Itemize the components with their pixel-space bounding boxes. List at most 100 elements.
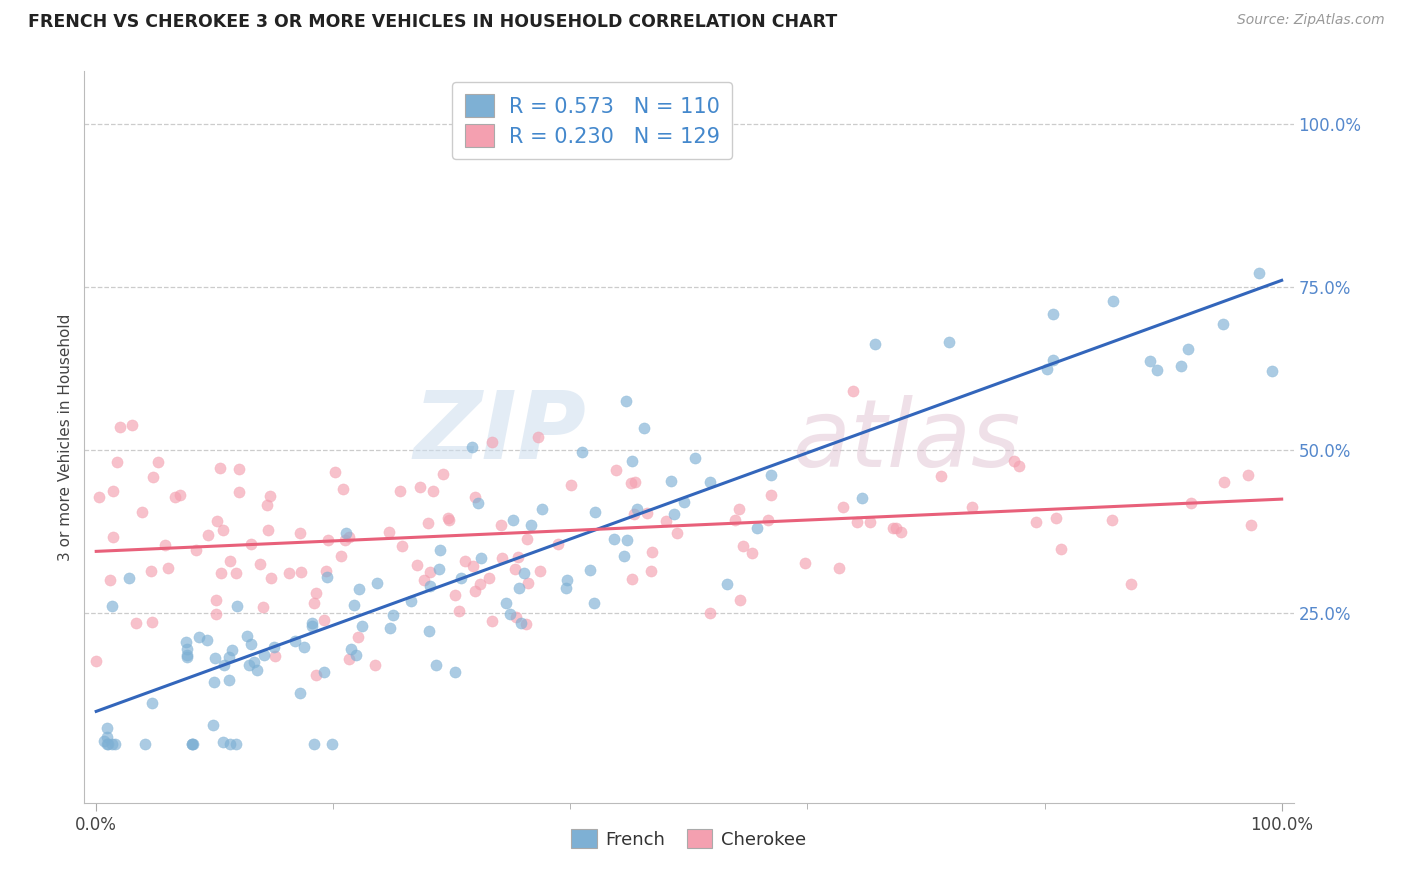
Point bbox=[1002, 453, 1025, 467]
Point bbox=[583, 506, 606, 520]
Point bbox=[163, 490, 186, 504]
Point bbox=[481, 434, 503, 449]
Point bbox=[101, 599, 124, 614]
Point bbox=[1237, 467, 1260, 482]
Point bbox=[366, 576, 388, 591]
Point bbox=[422, 483, 444, 498]
Point bbox=[517, 576, 540, 591]
Point bbox=[264, 648, 287, 663]
Point bbox=[305, 668, 328, 682]
Point bbox=[335, 526, 357, 541]
Point bbox=[228, 462, 250, 476]
Point bbox=[180, 737, 202, 751]
Point bbox=[759, 488, 782, 502]
Point bbox=[1102, 294, 1125, 309]
Point bbox=[453, 554, 475, 568]
Point bbox=[226, 599, 249, 613]
Point bbox=[259, 489, 281, 503]
Point bbox=[209, 566, 232, 581]
Point bbox=[257, 523, 280, 537]
Point bbox=[284, 633, 307, 648]
Point bbox=[146, 455, 169, 469]
Point bbox=[1212, 475, 1234, 489]
Point bbox=[101, 530, 124, 544]
Point bbox=[243, 655, 266, 669]
Point bbox=[339, 641, 361, 656]
Point bbox=[728, 502, 751, 516]
Point bbox=[125, 615, 148, 630]
Point bbox=[169, 488, 191, 502]
Point bbox=[464, 491, 486, 505]
Point bbox=[260, 571, 283, 585]
Point bbox=[1170, 359, 1192, 373]
Point bbox=[337, 651, 360, 665]
Point bbox=[613, 549, 636, 564]
Point bbox=[202, 718, 225, 732]
Point bbox=[794, 556, 817, 570]
Point bbox=[842, 384, 865, 398]
Point bbox=[508, 581, 530, 595]
Point bbox=[427, 562, 450, 576]
Point bbox=[605, 463, 627, 477]
Point bbox=[391, 539, 413, 553]
Point bbox=[134, 737, 156, 751]
Point bbox=[219, 554, 242, 568]
Point bbox=[141, 696, 163, 710]
Point bbox=[315, 570, 337, 584]
Point bbox=[461, 559, 484, 574]
Point bbox=[188, 630, 211, 644]
Point bbox=[343, 598, 366, 612]
Point bbox=[301, 619, 323, 633]
Point bbox=[321, 737, 343, 751]
Point bbox=[204, 607, 226, 622]
Point bbox=[142, 470, 165, 484]
Point bbox=[547, 537, 569, 551]
Point bbox=[316, 533, 339, 547]
Point bbox=[288, 686, 311, 700]
Point bbox=[305, 586, 328, 600]
Point bbox=[352, 618, 374, 632]
Point bbox=[98, 573, 121, 587]
Point bbox=[437, 513, 460, 527]
Point bbox=[413, 573, 436, 587]
Point bbox=[1177, 343, 1199, 357]
Point bbox=[447, 604, 470, 618]
Point bbox=[624, 475, 647, 489]
Point bbox=[104, 737, 127, 751]
Point bbox=[491, 550, 513, 565]
Point bbox=[699, 606, 721, 620]
Point bbox=[623, 507, 645, 521]
Point bbox=[228, 485, 250, 500]
Point bbox=[495, 596, 517, 610]
Point bbox=[184, 543, 207, 558]
Point bbox=[481, 614, 503, 628]
Point bbox=[1146, 362, 1168, 376]
Point bbox=[176, 634, 198, 648]
Point bbox=[832, 500, 855, 515]
Point bbox=[315, 564, 337, 578]
Point bbox=[1240, 517, 1263, 532]
Point bbox=[621, 572, 644, 586]
Point bbox=[659, 474, 682, 488]
Point bbox=[1050, 542, 1073, 557]
Text: Source: ZipAtlas.com: Source: ZipAtlas.com bbox=[1237, 13, 1385, 28]
Point bbox=[212, 658, 235, 673]
Point bbox=[141, 564, 163, 578]
Point bbox=[246, 663, 269, 677]
Point bbox=[204, 651, 226, 665]
Point bbox=[640, 564, 662, 578]
Point bbox=[520, 517, 543, 532]
Point bbox=[329, 549, 352, 563]
Point bbox=[529, 564, 551, 578]
Point bbox=[582, 595, 605, 609]
Point bbox=[929, 469, 952, 483]
Point bbox=[97, 737, 120, 751]
Point bbox=[527, 430, 550, 444]
Point bbox=[323, 466, 346, 480]
Point bbox=[378, 621, 401, 635]
Point bbox=[401, 594, 423, 608]
Point bbox=[141, 615, 163, 629]
Point bbox=[515, 617, 537, 632]
Point bbox=[664, 508, 686, 522]
Point bbox=[218, 673, 240, 688]
